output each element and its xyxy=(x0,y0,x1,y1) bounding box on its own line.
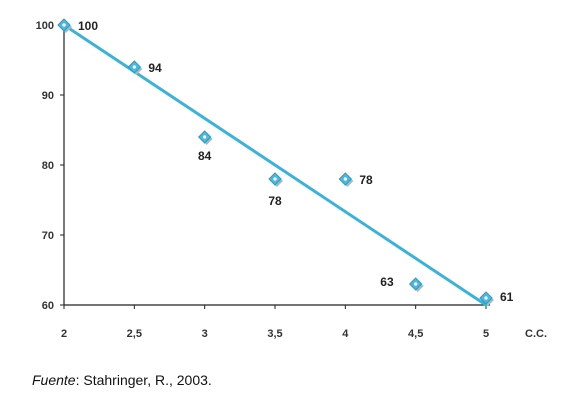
y-tick-label: 80 xyxy=(42,160,54,172)
data-point xyxy=(197,130,213,145)
data-point-center xyxy=(132,65,136,69)
data-label: 100 xyxy=(78,19,98,33)
y-tick-label: 100 xyxy=(36,20,54,32)
data-label: 78 xyxy=(268,194,282,208)
x-tick-label: 2,5 xyxy=(127,328,142,340)
data-point xyxy=(479,291,494,306)
data-point xyxy=(268,172,283,187)
axes: 60 70 80 90 100 2 2,5 3 3,5 4 4,5 5 C.C. xyxy=(36,20,547,340)
x-tick-label: 3 xyxy=(202,328,208,340)
data-label: 78 xyxy=(359,173,373,187)
source-text: : Stahringer, R., 2003. xyxy=(75,372,212,388)
y-tick-label: 70 xyxy=(42,230,54,242)
trendline xyxy=(62,23,488,307)
data-point-center xyxy=(343,177,347,181)
y-tick-label: 90 xyxy=(42,90,54,102)
data-label: 94 xyxy=(148,61,162,75)
source-caption: Fuente: Stahringer, R., 2003. xyxy=(32,372,212,388)
x-tick-label: 3,5 xyxy=(267,328,282,340)
source-label: Fuente xyxy=(32,372,76,388)
data-point-center xyxy=(203,135,207,139)
data-label: 84 xyxy=(198,149,212,163)
x-tick-label: 4 xyxy=(342,328,349,340)
data-label: 63 xyxy=(380,275,394,289)
data-point xyxy=(57,18,72,33)
data-label: 61 xyxy=(500,290,514,304)
data-labels-group: 100 94 84 78 78 63 61 xyxy=(78,19,514,304)
points-group xyxy=(57,18,494,306)
x-tick-label: 4,5 xyxy=(408,328,423,340)
data-point-center xyxy=(62,23,66,27)
y-tick-label: 60 xyxy=(42,300,54,312)
data-point xyxy=(408,277,424,292)
data-point-center xyxy=(414,282,418,286)
data-point-center xyxy=(484,296,488,300)
trendline-group xyxy=(62,23,488,307)
data-point-center xyxy=(273,177,277,181)
x-axis-title: C.C. xyxy=(525,328,547,340)
data-point xyxy=(127,60,143,75)
data-point xyxy=(338,172,354,187)
x-tick-label: 5 xyxy=(483,328,489,340)
x-tick-label: 2 xyxy=(61,328,67,340)
